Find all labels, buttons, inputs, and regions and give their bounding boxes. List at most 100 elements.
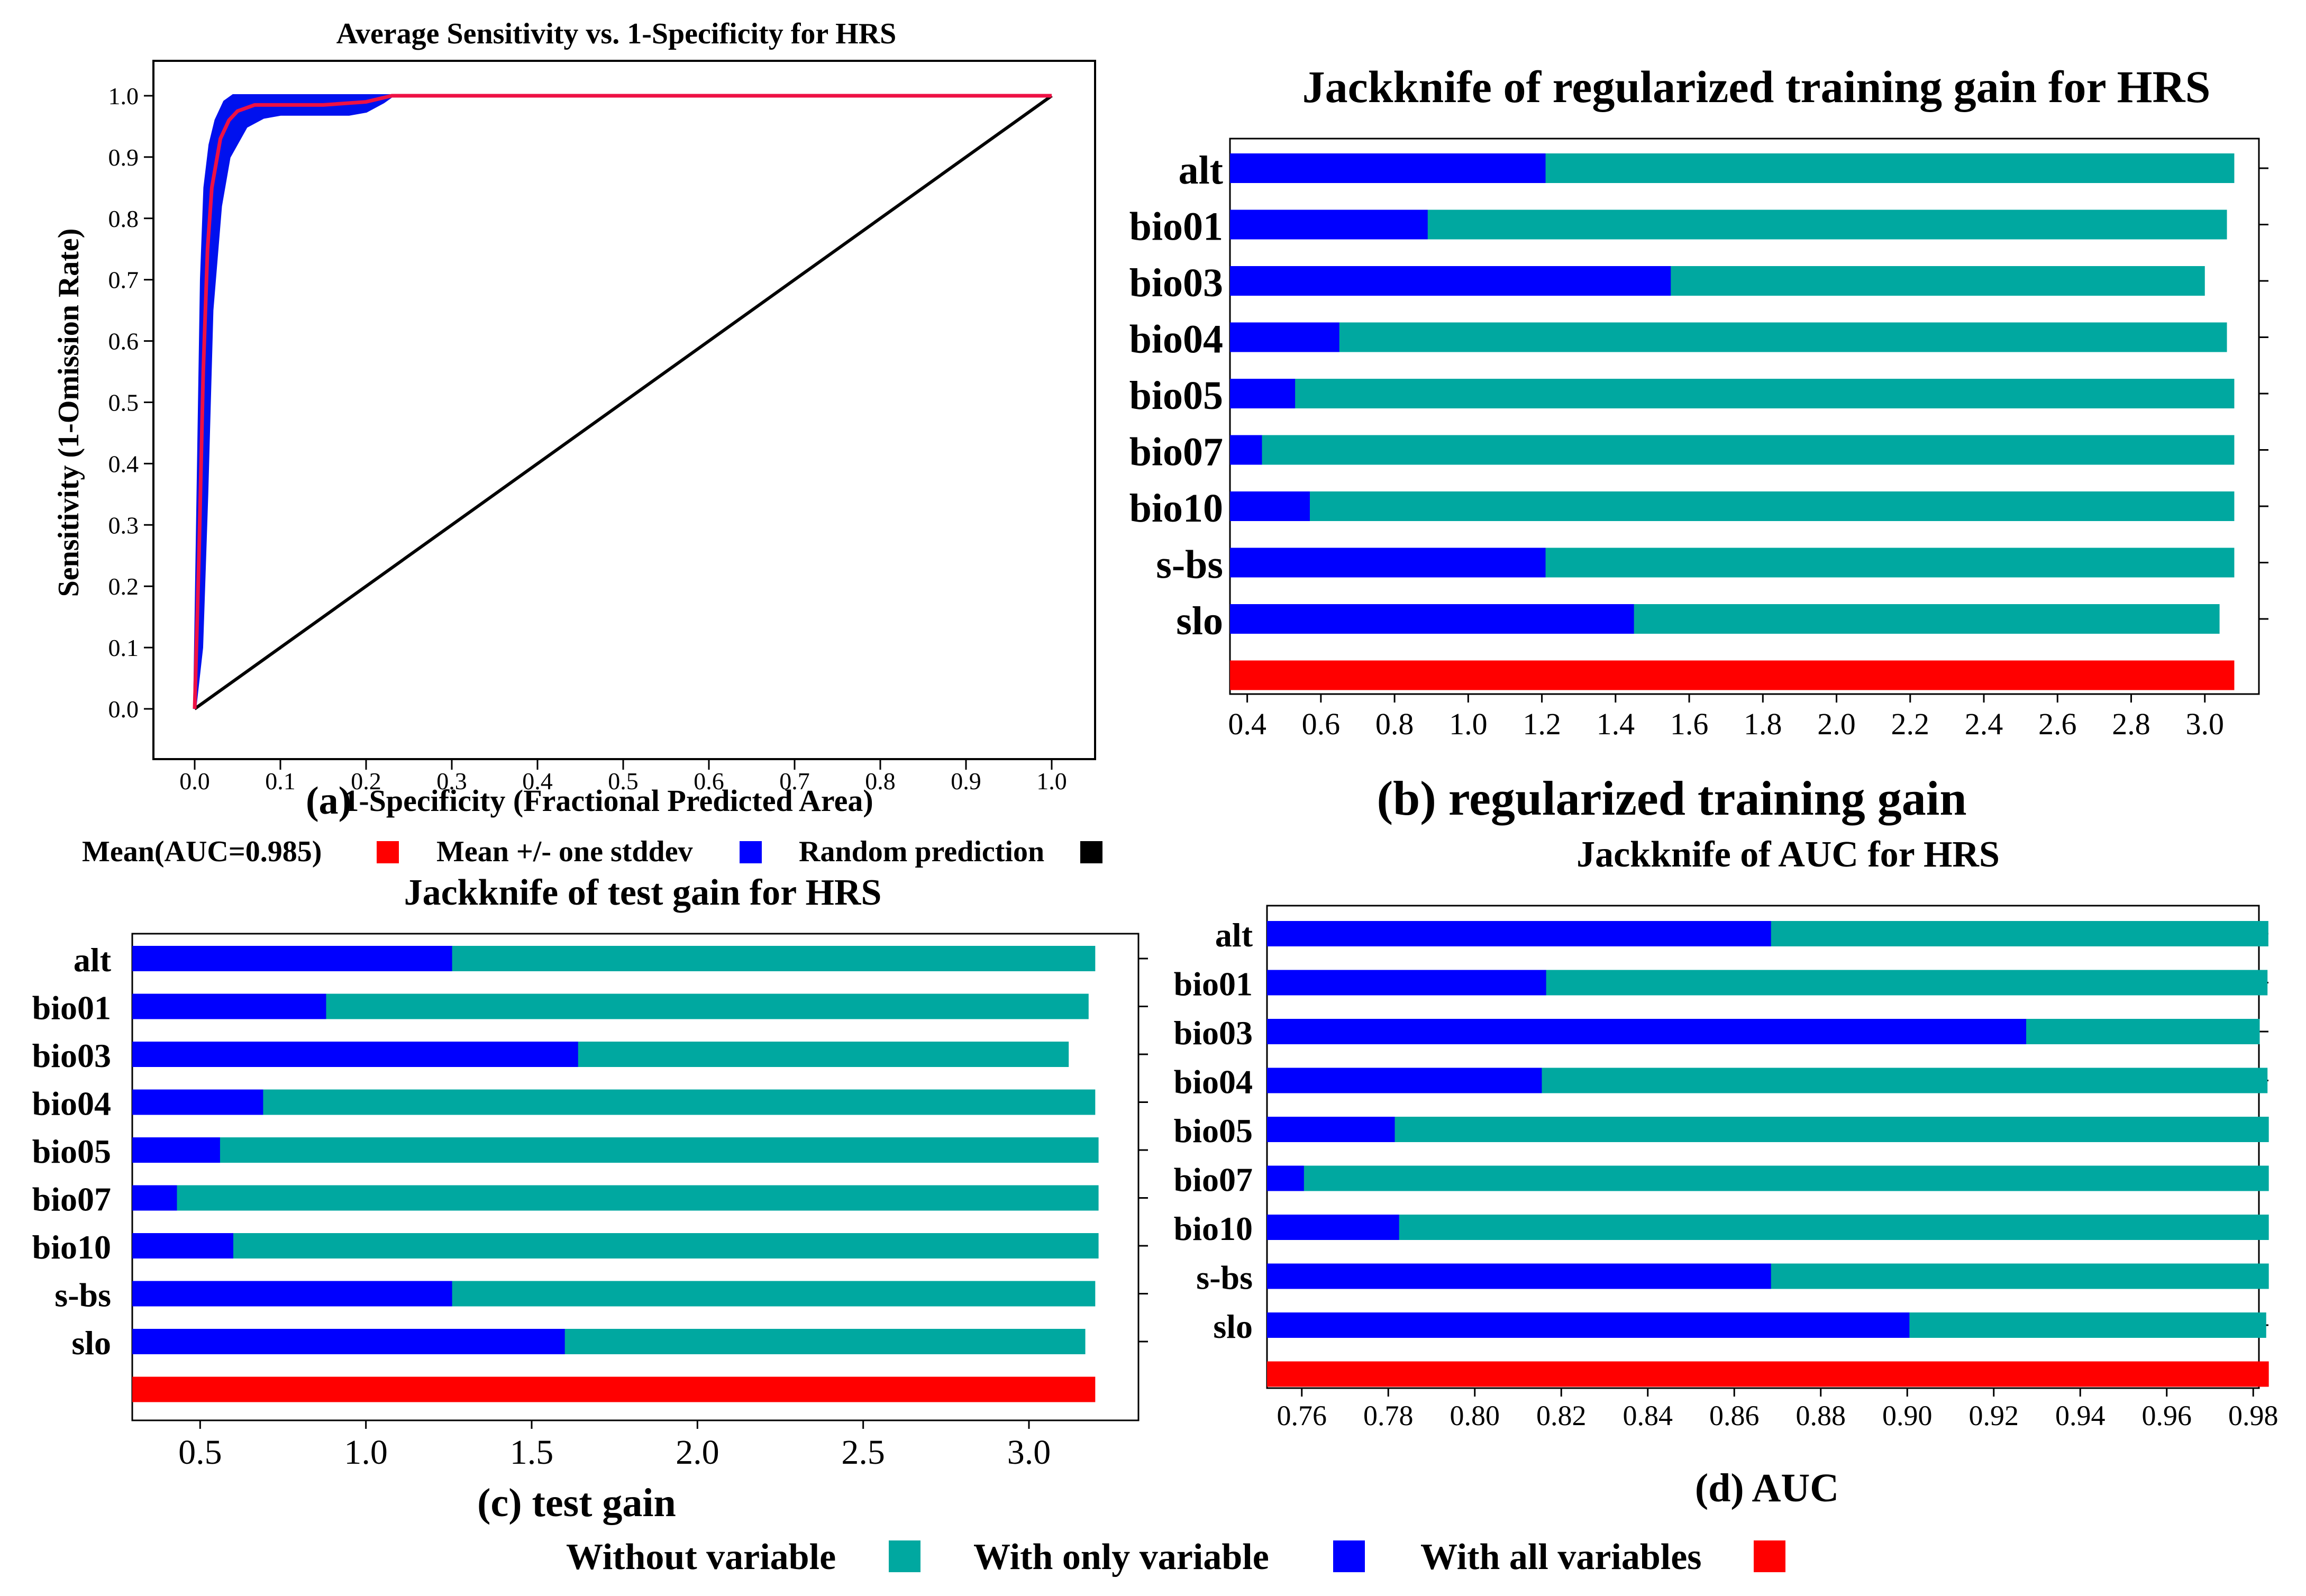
category-label-alt: alt: [74, 941, 112, 979]
xtick-label: 0.6: [1302, 707, 1341, 741]
chart-d-category-labels: alt bio01 bio03 bio04 bio05 bio07 bio10 s-bs slo: [1174, 916, 1253, 1345]
chart-a-ytick-label: 0.9: [108, 144, 139, 171]
bar-only-bio01: [132, 993, 326, 1019]
mean-roc-line: [193, 94, 1052, 709]
category-label-slo: slo: [1213, 1308, 1253, 1345]
legend-all-label: With all variables: [1420, 1537, 1702, 1577]
xtick-label: 0.94: [2055, 1400, 2106, 1431]
legend-without-swatch: [889, 1540, 920, 1572]
bar-without-bio05: [1230, 379, 2235, 408]
xtick-label: 0.90: [1882, 1400, 1933, 1431]
bar-only-alt: [1267, 921, 1771, 946]
bar-only-bio07: [1267, 1165, 1304, 1191]
category-label-bio07: bio07: [1174, 1161, 1253, 1199]
category-label-slo: slo: [71, 1324, 111, 1362]
category-label-alt: alt: [1215, 916, 1253, 954]
category-label-bio05: bio05: [32, 1133, 111, 1170]
stddev-band: [193, 94, 1052, 709]
chart-a-xtick-label: 0.4: [522, 768, 553, 795]
bar-without-bio07: [1230, 435, 2235, 465]
legend-only-swatch: [1333, 1540, 1365, 1572]
xtick-label: 1.0: [344, 1433, 388, 1472]
jackknife-auc-chart: Jackknife of AUC for HRS alt bio01 bio03 bi…: [1174, 834, 2278, 1510]
chart-a-ytick-label: 0.1: [108, 634, 139, 661]
chart-a-title: Average Sensitivity vs. 1-Specificity fo…: [336, 17, 897, 50]
xtick-label: 0.82: [1536, 1400, 1587, 1431]
category-label-bio07: bio07: [32, 1181, 111, 1218]
chart-a-caption: (a): [306, 779, 351, 823]
bar-only-bio10: [1267, 1215, 1399, 1240]
bar-all-variables: [1230, 660, 2235, 690]
chart-a-ytick-label: 0.7: [108, 267, 139, 294]
chart-a-xtick-label: 0.3: [436, 768, 467, 795]
chart-a-xlabel: 1-Specificity (Fractional Predicted Area…: [343, 783, 873, 818]
category-label-bio03: bio03: [1174, 1014, 1253, 1052]
chart-a-ytick-label: 0.0: [108, 696, 139, 723]
chart-a-ytick-label: 0.2: [108, 573, 139, 600]
chart-b-category-labels: alt bio01 bio03 bio04 bio05 bio07 bio10 s-bs slo: [1129, 148, 1223, 643]
xtick-label: 1.5: [510, 1433, 554, 1472]
category-label-bio07: bio07: [1129, 430, 1223, 475]
category-label-bio04: bio04: [1129, 317, 1223, 362]
bar-only-s-bs: [1230, 548, 1546, 578]
bar-all-variables: [1267, 1361, 2269, 1387]
chart-a-ytick-label: 0.3: [108, 512, 139, 539]
xtick-label: 0.8: [1375, 707, 1414, 741]
chart-c-caption: (c) test gain: [477, 1481, 676, 1525]
bar-only-bio10: [1230, 491, 1310, 521]
bar-only-bio05: [1267, 1117, 1395, 1142]
bar-only-s-bs: [132, 1281, 452, 1307]
jackknife-test-gain-chart: Jackknife of test gain for HRS alt bio01 b…: [32, 872, 1148, 1525]
bar-all-variables: [132, 1376, 1096, 1402]
legend-stddev-swatch: [740, 841, 762, 863]
chart-c-title: Jackknife of test gain for HRS: [404, 872, 882, 913]
chart-d-bars: [1267, 921, 2269, 1387]
legend-only-label: With only variable: [973, 1537, 1269, 1577]
bottom-legend: Without variable With only variable With…: [566, 1537, 1785, 1577]
bar-without-bio10: [1230, 491, 2235, 521]
bar-without-bio04: [132, 1089, 1096, 1115]
chart-d-x-ticks: 0.76 0.78 0.80 0.82 0.84 0.86 0.88 0.90 0.92 0.94…: [1277, 1388, 2278, 1431]
bar-only-bio10: [132, 1233, 233, 1258]
bar-only-slo: [132, 1329, 565, 1354]
bar-only-alt: [132, 946, 452, 971]
chart-a-xtick-label: 0.8: [865, 768, 896, 795]
chart-a-ytick-label: 0.8: [108, 205, 139, 232]
category-label-bio04: bio04: [1174, 1063, 1253, 1101]
xtick-label: 2.8: [2112, 707, 2150, 741]
xtick-label: 2.5: [841, 1433, 885, 1472]
chart-a-xtick-label: 0.0: [179, 768, 210, 795]
category-label-bio05: bio05: [1129, 373, 1223, 418]
xtick-label: 1.0: [1449, 707, 1488, 741]
bar-only-bio04: [1230, 322, 1339, 352]
xtick-label: 2.0: [676, 1433, 719, 1472]
bar-without-bio04: [1230, 322, 2227, 352]
bar-only-bio07: [1230, 435, 1262, 465]
legend-random-label: Random prediction: [799, 835, 1044, 868]
xtick-label: 1.8: [1744, 707, 1782, 741]
category-label-s-bs: s-bs: [1156, 543, 1223, 587]
category-label-bio03: bio03: [1129, 261, 1223, 305]
chart-a-x-ticks: 0.0 0.1 0.2 0.3 0.4 0.5 0.6 0.7 0.8 0.9 1.0: [179, 759, 1067, 795]
xtick-label: 0.88: [1796, 1400, 1846, 1431]
chart-a-xtick-label: 0.5: [608, 768, 639, 795]
chart-d-caption: (d) AUC: [1695, 1466, 1839, 1510]
legend-all-swatch: [1754, 1540, 1785, 1572]
category-label-bio03: bio03: [32, 1037, 111, 1074]
random-prediction-line: [194, 94, 1053, 710]
xtick-label: 3.0: [1007, 1433, 1051, 1472]
xtick-label: 0.76: [1277, 1400, 1327, 1431]
bar-only-bio05: [132, 1137, 220, 1163]
chart-d-title: Jackknife of AUC for HRS: [1576, 834, 2000, 875]
bar-only-bio03: [1267, 1019, 2027, 1044]
xtick-label: 2.6: [2038, 707, 2077, 741]
bar-only-bio03: [132, 1042, 578, 1067]
xtick-label: 0.78: [1363, 1400, 1414, 1431]
xtick-label: 1.6: [1670, 707, 1709, 741]
category-label-bio01: bio01: [32, 989, 111, 1027]
chart-a-xtick-label: 0.9: [951, 768, 981, 795]
legend-random-swatch: [1080, 841, 1102, 863]
xtick-label: 2.2: [1891, 707, 1930, 741]
bar-without-bio05: [132, 1137, 1099, 1163]
